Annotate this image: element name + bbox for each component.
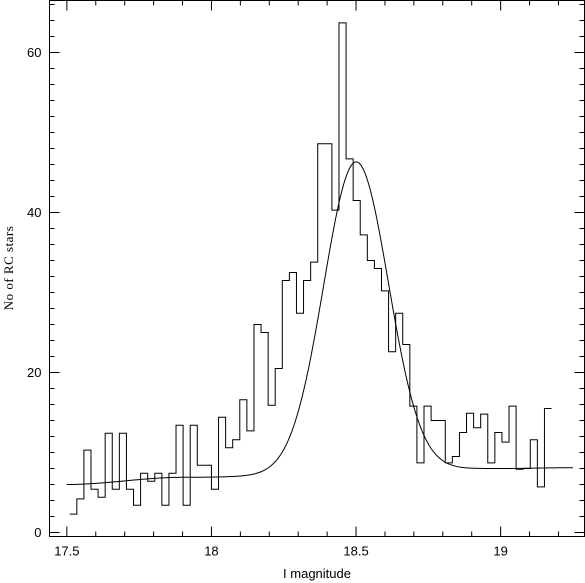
y-tick-label: 40 (27, 205, 41, 220)
gaussian-fit-curve (66, 161, 573, 485)
x-tick-label: 18 (204, 544, 218, 559)
axis-tick-labels: 17.5 18 18.5 19 0 20 40 60 (27, 45, 508, 559)
y-axis-label: No of RC stars (1, 226, 16, 311)
plot-frame (49, 0, 585, 537)
x-tick-label: 18.5 (343, 544, 368, 559)
y-tick-label: 60 (27, 45, 41, 60)
y-tick-label: 20 (27, 365, 41, 380)
histogram-steps (69, 22, 552, 515)
x-tick-label: 19 (493, 544, 507, 559)
x-axis-label: I magnitude (283, 566, 351, 581)
x-tick-label: 17.5 (54, 544, 79, 559)
y-tick-label: 0 (34, 525, 41, 540)
axis-ticks (49, 0, 585, 537)
